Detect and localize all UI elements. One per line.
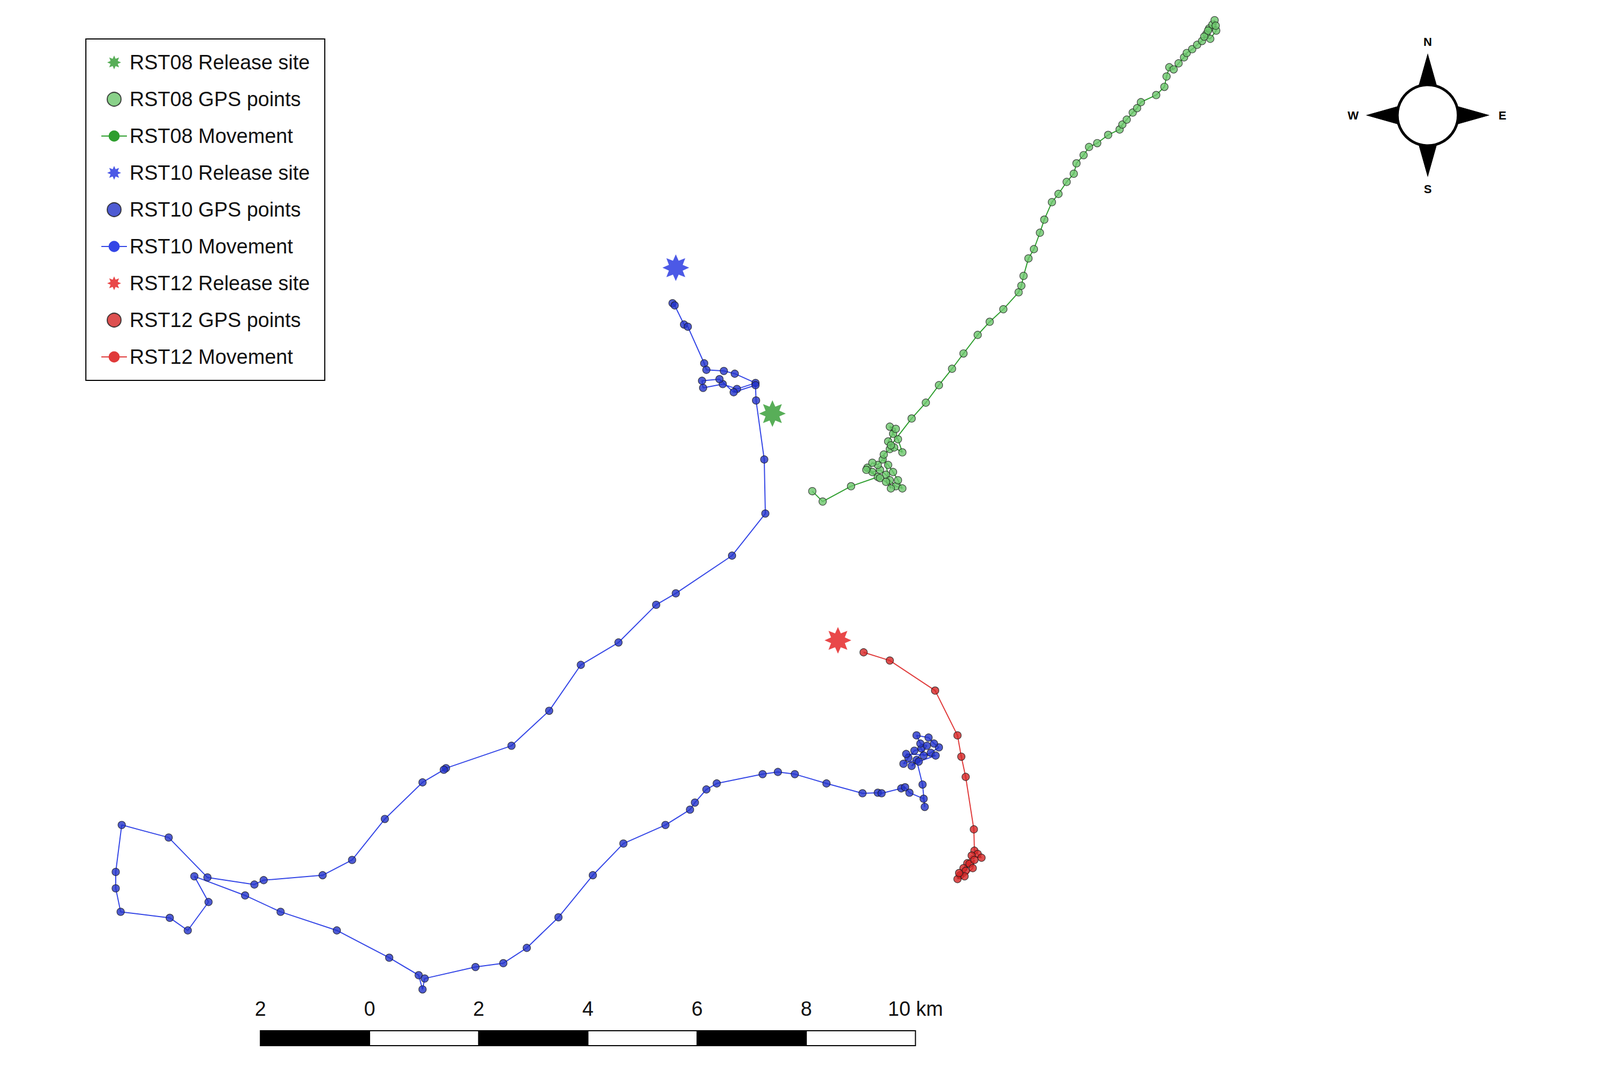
svg-text:10 km: 10 km <box>888 997 943 1020</box>
svg-text:N: N <box>1423 35 1432 49</box>
svg-text:E: E <box>1498 108 1507 123</box>
svg-text:RST08 Release site: RST08 Release site <box>129 51 310 74</box>
svg-text:RST12 Release site: RST12 Release site <box>129 272 310 295</box>
svg-text:4: 4 <box>582 997 594 1020</box>
svg-text:RST08 GPS points: RST08 GPS points <box>129 88 301 111</box>
svg-text:2: 2 <box>254 997 267 1020</box>
svg-text:W: W <box>1347 108 1359 123</box>
svg-text:RST12 GPS points: RST12 GPS points <box>129 308 301 332</box>
svg-text:S: S <box>1424 182 1432 196</box>
svg-text:2: 2 <box>473 997 485 1020</box>
svg-text:RST10 Release site: RST10 Release site <box>129 161 310 184</box>
svg-text:RST08 Movement: RST08 Movement <box>129 124 294 148</box>
svg-text:6: 6 <box>691 997 703 1020</box>
svg-text:RST10 GPS points: RST10 GPS points <box>129 198 301 221</box>
svg-text:RST10 Movement: RST10 Movement <box>129 235 294 258</box>
svg-text:0: 0 <box>363 997 375 1020</box>
svg-text:RST12 Movement: RST12 Movement <box>129 345 294 368</box>
svg-text:8: 8 <box>800 997 812 1020</box>
